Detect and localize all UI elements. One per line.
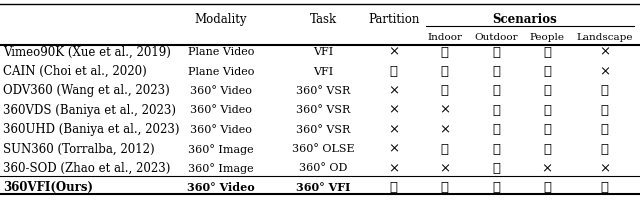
Text: ✓: ✓ (543, 142, 551, 156)
Text: 360VDS (Baniya et al., 2023): 360VDS (Baniya et al., 2023) (3, 104, 176, 117)
Text: 360° VSR: 360° VSR (296, 105, 350, 115)
Text: People: People (530, 33, 564, 42)
Text: 360° Video: 360° Video (190, 86, 252, 96)
Text: CAIN (Choi et al., 2020): CAIN (Choi et al., 2020) (3, 65, 147, 78)
Text: ✓: ✓ (601, 84, 609, 98)
Text: Vimeo90K (Xue et al., 2019): Vimeo90K (Xue et al., 2019) (3, 46, 171, 59)
Text: Plane Video: Plane Video (188, 47, 254, 57)
Text: 360° Image: 360° Image (188, 144, 253, 155)
Text: Scenarios: Scenarios (492, 13, 557, 26)
Text: ×: × (541, 162, 553, 175)
Text: ✓: ✓ (543, 84, 551, 98)
Text: ✓: ✓ (441, 65, 449, 78)
Text: ×: × (599, 46, 611, 59)
Text: ×: × (388, 46, 399, 59)
Text: ✓: ✓ (441, 181, 449, 194)
Text: ✓: ✓ (492, 181, 500, 194)
Text: ✓: ✓ (441, 46, 449, 59)
Text: ×: × (599, 162, 611, 175)
Text: Plane Video: Plane Video (188, 67, 254, 76)
Text: ×: × (439, 123, 451, 136)
Text: 360° Video: 360° Video (190, 105, 252, 115)
Text: 360° VSR: 360° VSR (296, 125, 350, 135)
Text: ✓: ✓ (601, 123, 609, 136)
Text: ✓: ✓ (492, 104, 500, 117)
Text: 360° Image: 360° Image (188, 163, 253, 174)
Text: ✓: ✓ (543, 123, 551, 136)
Text: SUN360 (Torralba, 2012): SUN360 (Torralba, 2012) (3, 142, 155, 156)
Text: ✓: ✓ (441, 84, 449, 98)
Text: VFI: VFI (313, 47, 333, 57)
Text: ✓: ✓ (601, 104, 609, 117)
Text: ✓: ✓ (390, 65, 397, 78)
Text: ✓: ✓ (492, 46, 500, 59)
Text: Modality: Modality (195, 13, 247, 26)
Text: 360° Video: 360° Video (187, 182, 255, 193)
Text: ✓: ✓ (601, 142, 609, 156)
Text: ×: × (388, 142, 399, 156)
Text: Landscape: Landscape (577, 33, 633, 42)
Text: 360UHD (Baniya et al., 2023): 360UHD (Baniya et al., 2023) (3, 123, 180, 136)
Text: ✓: ✓ (543, 104, 551, 117)
Text: ×: × (439, 104, 451, 117)
Text: VFI: VFI (313, 67, 333, 76)
Text: ✓: ✓ (543, 46, 551, 59)
Text: ODV360 (Wang et al., 2023): ODV360 (Wang et al., 2023) (3, 84, 170, 98)
Text: 360VFI(Ours): 360VFI(Ours) (3, 181, 93, 194)
Text: Partition: Partition (368, 13, 419, 26)
Text: ✓: ✓ (492, 162, 500, 175)
Text: ✓: ✓ (390, 181, 397, 194)
Text: 360° OD: 360° OD (299, 164, 348, 173)
Text: ✓: ✓ (601, 181, 609, 194)
Text: ×: × (439, 162, 451, 175)
Text: 360° OLSE: 360° OLSE (292, 144, 355, 154)
Text: 360-SOD (Zhao et al., 2023): 360-SOD (Zhao et al., 2023) (3, 162, 171, 175)
Text: ×: × (388, 104, 399, 117)
Text: ×: × (388, 162, 399, 175)
Text: ✓: ✓ (543, 65, 551, 78)
Text: ×: × (388, 84, 399, 98)
Text: Indoor: Indoor (428, 33, 462, 42)
Text: ✓: ✓ (492, 142, 500, 156)
Text: ✓: ✓ (492, 65, 500, 78)
Text: 360° Video: 360° Video (190, 125, 252, 135)
Text: Task: Task (310, 13, 337, 26)
Text: 360° VFI: 360° VFI (296, 182, 350, 193)
Text: 360° VSR: 360° VSR (296, 86, 350, 96)
Text: ✓: ✓ (441, 142, 449, 156)
Text: Outdoor: Outdoor (474, 33, 518, 42)
Text: ✓: ✓ (543, 181, 551, 194)
Text: ×: × (599, 65, 611, 78)
Text: ×: × (388, 123, 399, 136)
Text: ✓: ✓ (492, 84, 500, 98)
Text: ✓: ✓ (492, 123, 500, 136)
